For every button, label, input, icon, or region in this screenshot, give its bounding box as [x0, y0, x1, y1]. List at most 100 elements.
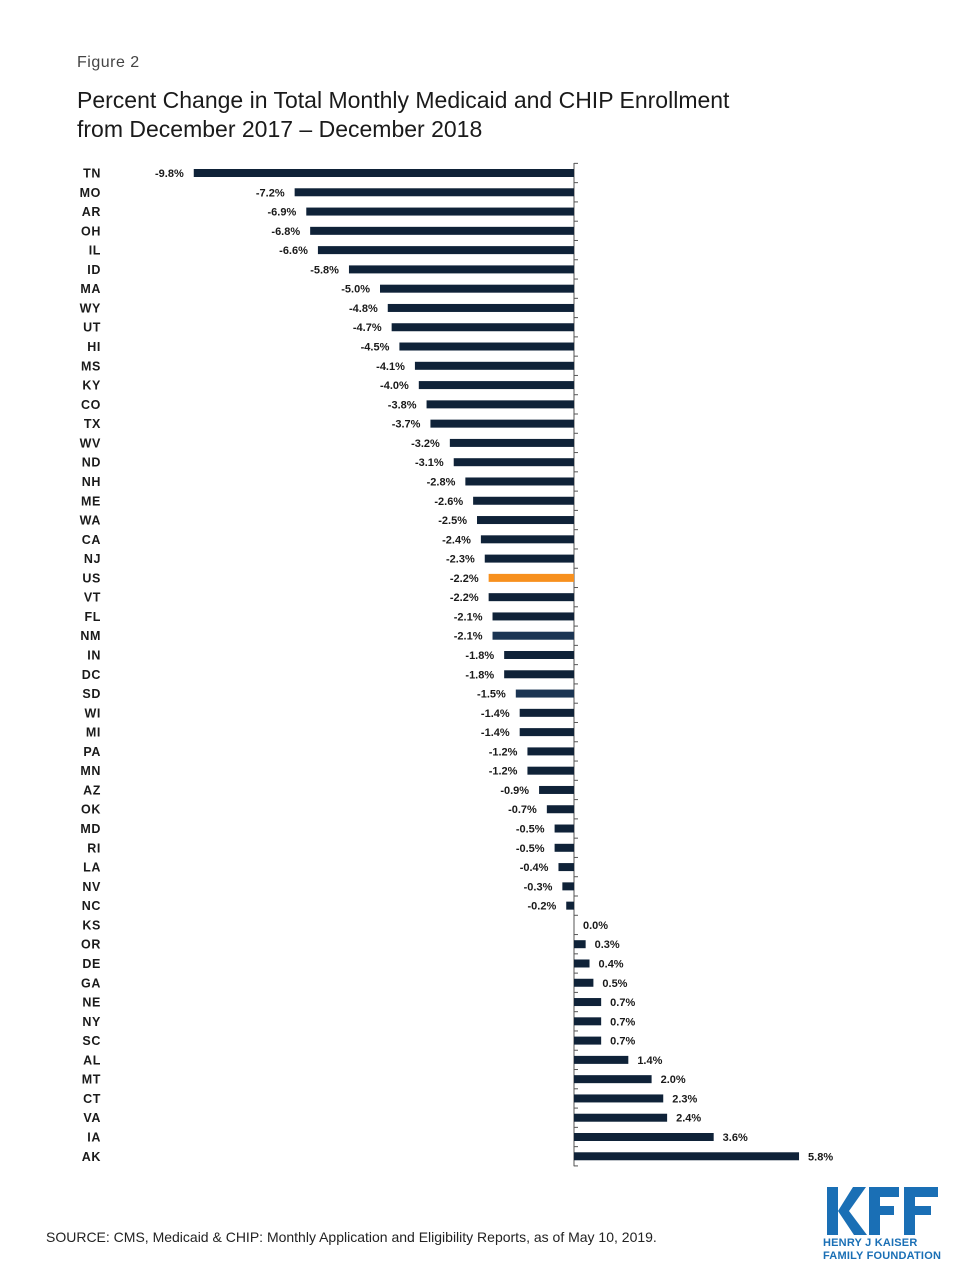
data-label: -0.9%	[500, 785, 529, 797]
data-label: 2.0%	[661, 1074, 686, 1086]
data-label: -5.0%	[341, 284, 370, 296]
bar	[348, 265, 574, 274]
data-label: -0.3%	[524, 881, 553, 893]
bar	[574, 1133, 714, 1141]
category-label: MS	[81, 359, 101, 373]
data-label: -3.8%	[388, 399, 417, 411]
bar	[310, 226, 574, 235]
data-label: -3.2%	[411, 438, 440, 450]
data-label: 0.0%	[583, 920, 608, 932]
kff-logo: HENRY J KAISER FAMILY FOUNDATION	[823, 1185, 945, 1265]
data-label: -2.3%	[446, 554, 475, 566]
bar	[574, 1017, 602, 1026]
bar	[492, 612, 574, 621]
bar	[294, 188, 574, 197]
bar-chart: TN -9.8% MO -7.2% AR -6.9% OH -6.8% IL -6.6% ID -5.…	[80, 162, 833, 1167]
bar	[558, 863, 574, 872]
bar	[574, 1152, 800, 1161]
bar	[480, 535, 574, 544]
data-label: -2.8%	[427, 476, 456, 488]
category-label: NY	[82, 1015, 101, 1029]
data-label: 5.8%	[808, 1151, 833, 1163]
category-label: WA	[80, 514, 101, 528]
category-label: NM	[80, 629, 101, 643]
category-label: FL	[85, 610, 101, 624]
bar	[574, 959, 590, 968]
logo-line-1: HENRY J KAISER	[823, 1237, 918, 1249]
data-label: 1.4%	[637, 1055, 662, 1067]
data-label: -7.2%	[256, 187, 285, 199]
category-label: WV	[80, 436, 101, 450]
category-label: WY	[80, 301, 101, 315]
bar	[418, 381, 574, 390]
bar	[574, 1094, 664, 1103]
category-label: IL	[89, 244, 101, 258]
figure-label: Figure 2	[77, 54, 140, 71]
category-label: SC	[82, 1034, 101, 1048]
data-label: -1.4%	[481, 708, 510, 720]
data-label: -4.8%	[349, 303, 378, 315]
data-label: -1.2%	[489, 766, 518, 778]
data-label: 0.7%	[610, 1036, 635, 1048]
category-label: TX	[84, 417, 101, 431]
chart-title: Percent Change in Total Monthly Medicaid…	[77, 86, 837, 144]
category-label: GA	[81, 976, 101, 990]
data-label: -1.8%	[465, 650, 494, 662]
chart-title-line-1: Percent Change in Total Monthly Medicaid…	[77, 87, 730, 113]
data-label: -2.2%	[450, 573, 479, 585]
category-label: UT	[83, 321, 101, 335]
data-label: 0.7%	[610, 1016, 635, 1028]
bar	[477, 516, 574, 525]
category-label: ND	[82, 456, 101, 470]
bar	[515, 689, 574, 698]
bar	[574, 998, 602, 1007]
bar	[484, 554, 574, 563]
source-note: SOURCE: CMS, Medicaid & CHIP: Monthly Ap…	[46, 1229, 657, 1245]
bar	[492, 631, 574, 640]
bar	[527, 766, 574, 775]
chart-title-line-2: from December 2017 – December 2018	[77, 116, 483, 142]
category-label: ID	[87, 263, 101, 277]
category-label: ME	[81, 494, 101, 508]
bar	[562, 882, 574, 891]
category-label: WI	[85, 706, 101, 720]
bar	[414, 361, 574, 370]
category-label: KS	[82, 918, 101, 932]
bar	[554, 843, 574, 852]
bar	[193, 169, 574, 177]
data-label: -0.4%	[520, 862, 549, 874]
bar	[574, 1036, 602, 1045]
data-label: -6.9%	[268, 207, 297, 219]
category-label: AR	[82, 205, 101, 219]
bar	[574, 1113, 668, 1122]
data-label: -4.0%	[380, 380, 409, 392]
bar	[391, 323, 574, 332]
logo-line-2: FAMILY FOUNDATION	[823, 1250, 942, 1262]
bar	[566, 901, 574, 910]
data-label: -0.5%	[516, 824, 545, 836]
category-label: AZ	[83, 783, 101, 797]
category-label: MN	[80, 764, 101, 778]
category-label: HI	[87, 340, 101, 354]
data-label: 0.5%	[602, 978, 627, 990]
category-label: NV	[82, 880, 101, 894]
data-label: -6.8%	[271, 226, 300, 238]
data-label: -5.8%	[310, 264, 339, 276]
category-label: NH	[82, 475, 101, 489]
bar	[380, 284, 574, 293]
category-label: SD	[82, 687, 101, 701]
category-label: US	[82, 571, 101, 585]
category-label: AL	[83, 1053, 101, 1067]
category-label: DC	[82, 668, 101, 682]
data-label: -0.2%	[527, 901, 556, 913]
data-label: -2.1%	[454, 631, 483, 643]
category-label: RI	[87, 841, 101, 855]
bar	[574, 1075, 652, 1084]
bar	[488, 573, 574, 582]
bar	[473, 496, 574, 505]
data-label: -1.8%	[465, 669, 494, 681]
data-label: -2.2%	[450, 592, 479, 604]
bar	[387, 303, 574, 312]
bar	[504, 651, 574, 659]
category-label: PA	[83, 745, 101, 759]
